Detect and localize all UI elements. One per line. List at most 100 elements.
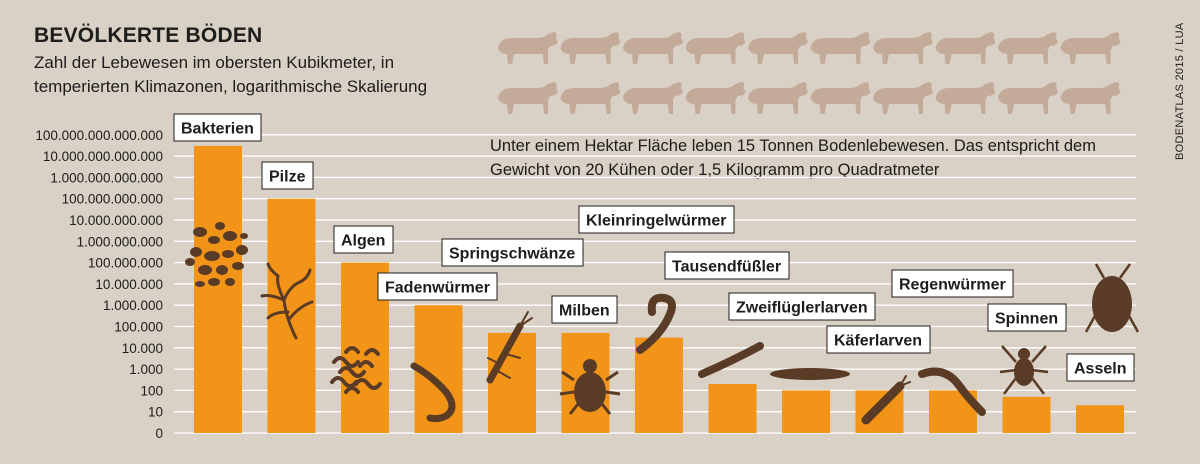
fungi-icon (260, 262, 314, 340)
chart-subtitle-line-2: temperierten Klimazonen, logarithmische … (34, 77, 428, 96)
category-label: Milben (551, 295, 618, 324)
cow-icon (998, 32, 1058, 64)
category-label-text: Springschwänze (449, 246, 575, 263)
y-tick-label: 100.000.000.000 (62, 192, 163, 207)
y-tick-label: 10.000.000.000.000 (43, 149, 163, 164)
category-labels: Bakterien Pilze Algen Fadenwürmer Springschw… (173, 113, 1135, 382)
category-label-text: Käferlarven (834, 333, 922, 350)
cow-icon (748, 32, 808, 64)
category-label-text: Zweiflüglerlarven (736, 300, 868, 317)
cow-icon (873, 82, 933, 114)
category-label-box (261, 161, 314, 190)
cow-icons (498, 32, 1121, 114)
bar (1002, 396, 1051, 433)
springtail-icon (486, 311, 533, 384)
category-label-box (333, 225, 394, 254)
category-label-text: Asseln (1074, 361, 1126, 378)
bar (488, 332, 536, 433)
category-label-box (377, 272, 498, 301)
category-label-text: Bakterien (181, 121, 254, 138)
category-label: Asseln (1066, 353, 1135, 382)
category-label-box (826, 325, 931, 354)
category-label-text: Spinnen (995, 311, 1058, 328)
cow-icon (810, 82, 871, 114)
y-tick-label: 100.000 (114, 320, 163, 335)
category-label: Regenwürmer (891, 269, 1014, 298)
chart-subtitle-line-1: Zahl der Lebewesen im obersten Kubikmete… (34, 53, 395, 72)
mite-icon (559, 359, 621, 415)
category-label-box (664, 251, 790, 280)
cow-icon (685, 82, 746, 114)
nematode-icon (410, 362, 456, 423)
category-label-box (173, 113, 262, 142)
category-label: Kleinringelwürmer (578, 205, 735, 234)
category-label-text: Kleinringelwürmer (586, 213, 726, 230)
cow-icon (560, 82, 621, 114)
algae-icon (330, 346, 382, 394)
category-label-text: Pilze (269, 169, 306, 186)
bar (782, 390, 830, 433)
cow-icon (623, 82, 683, 114)
info-text-line-2: Gewicht von 20 Kühen oder 1,5 Kilogramm … (490, 161, 940, 179)
info-text-line-1: Unter einem Hektar Fläche leben 15 Tonne… (490, 137, 1096, 155)
cow-icon (1060, 32, 1121, 64)
category-label: Spinnen (987, 303, 1067, 332)
organism-illustrations (185, 222, 1140, 425)
y-tick-label: 10.000.000 (95, 277, 163, 292)
enchytraeid-worm-icon (636, 293, 676, 354)
category-label: Zweiflüglerlarven (728, 292, 876, 321)
category-label-text: Regenwürmer (899, 277, 1006, 294)
y-tick-label: 1.000 (129, 362, 163, 377)
y-tick-label: 0 (155, 426, 163, 441)
spider-icon (999, 345, 1049, 395)
category-label-box (551, 295, 618, 324)
y-tick-label: 10.000 (122, 341, 163, 356)
millipede-icon (698, 342, 764, 378)
beetle-larva-icon (861, 375, 911, 425)
y-tick-label: 100.000.000 (88, 256, 163, 271)
y-tick-label: 10.000.000.000 (69, 213, 163, 228)
y-tick-label: 100 (140, 383, 163, 398)
earthworm-icon (918, 367, 986, 416)
y-axis: 0 10 100 1.000 10.000 100.000 1.000.000 10.000.… (35, 128, 163, 441)
y-tick-label: 1.000.000 (103, 298, 163, 313)
woodlouse-icon (1084, 263, 1140, 333)
dipteran-larva-icon (770, 368, 850, 380)
category-label-text: Tausendfüßler (672, 259, 781, 276)
cow-icon (498, 32, 558, 64)
bacteria-icon (185, 222, 248, 287)
y-tick-label: 10 (148, 405, 163, 420)
category-label-text: Algen (341, 233, 385, 250)
category-label-box (1066, 353, 1135, 382)
y-tick-label: 100.000.000.000.000 (35, 128, 163, 143)
cow-icon (560, 32, 621, 64)
cow-icon (498, 82, 558, 114)
category-label: Algen (333, 225, 394, 254)
bar (1076, 405, 1124, 433)
category-label-text: Fadenwürmer (385, 280, 490, 297)
cow-icon (1060, 82, 1121, 114)
category-label: Bakterien (173, 113, 262, 142)
bar (194, 145, 242, 433)
category-label-box (891, 269, 1014, 298)
category-label: Pilze (261, 161, 314, 190)
y-tick-label: 1.000.000.000.000 (50, 170, 163, 185)
cow-icon (748, 82, 808, 114)
category-label: Käferlarven (826, 325, 931, 354)
chart-title: BEVÖLKERTE BÖDEN (34, 24, 263, 47)
cow-icon (935, 32, 996, 64)
bar (635, 337, 683, 433)
y-tick-label: 1.000.000.000 (77, 234, 163, 249)
category-label-box (441, 238, 584, 267)
category-label: Tausendfüßler (664, 251, 790, 280)
category-label-box (728, 292, 876, 321)
cow-icon (873, 32, 933, 64)
category-label-box (987, 303, 1067, 332)
bar (708, 383, 757, 433)
cow-icon (810, 32, 871, 64)
cow-icon (935, 82, 996, 114)
cow-icon (623, 32, 683, 64)
category-label-box (578, 205, 735, 234)
category-label: Fadenwürmer (377, 272, 498, 301)
